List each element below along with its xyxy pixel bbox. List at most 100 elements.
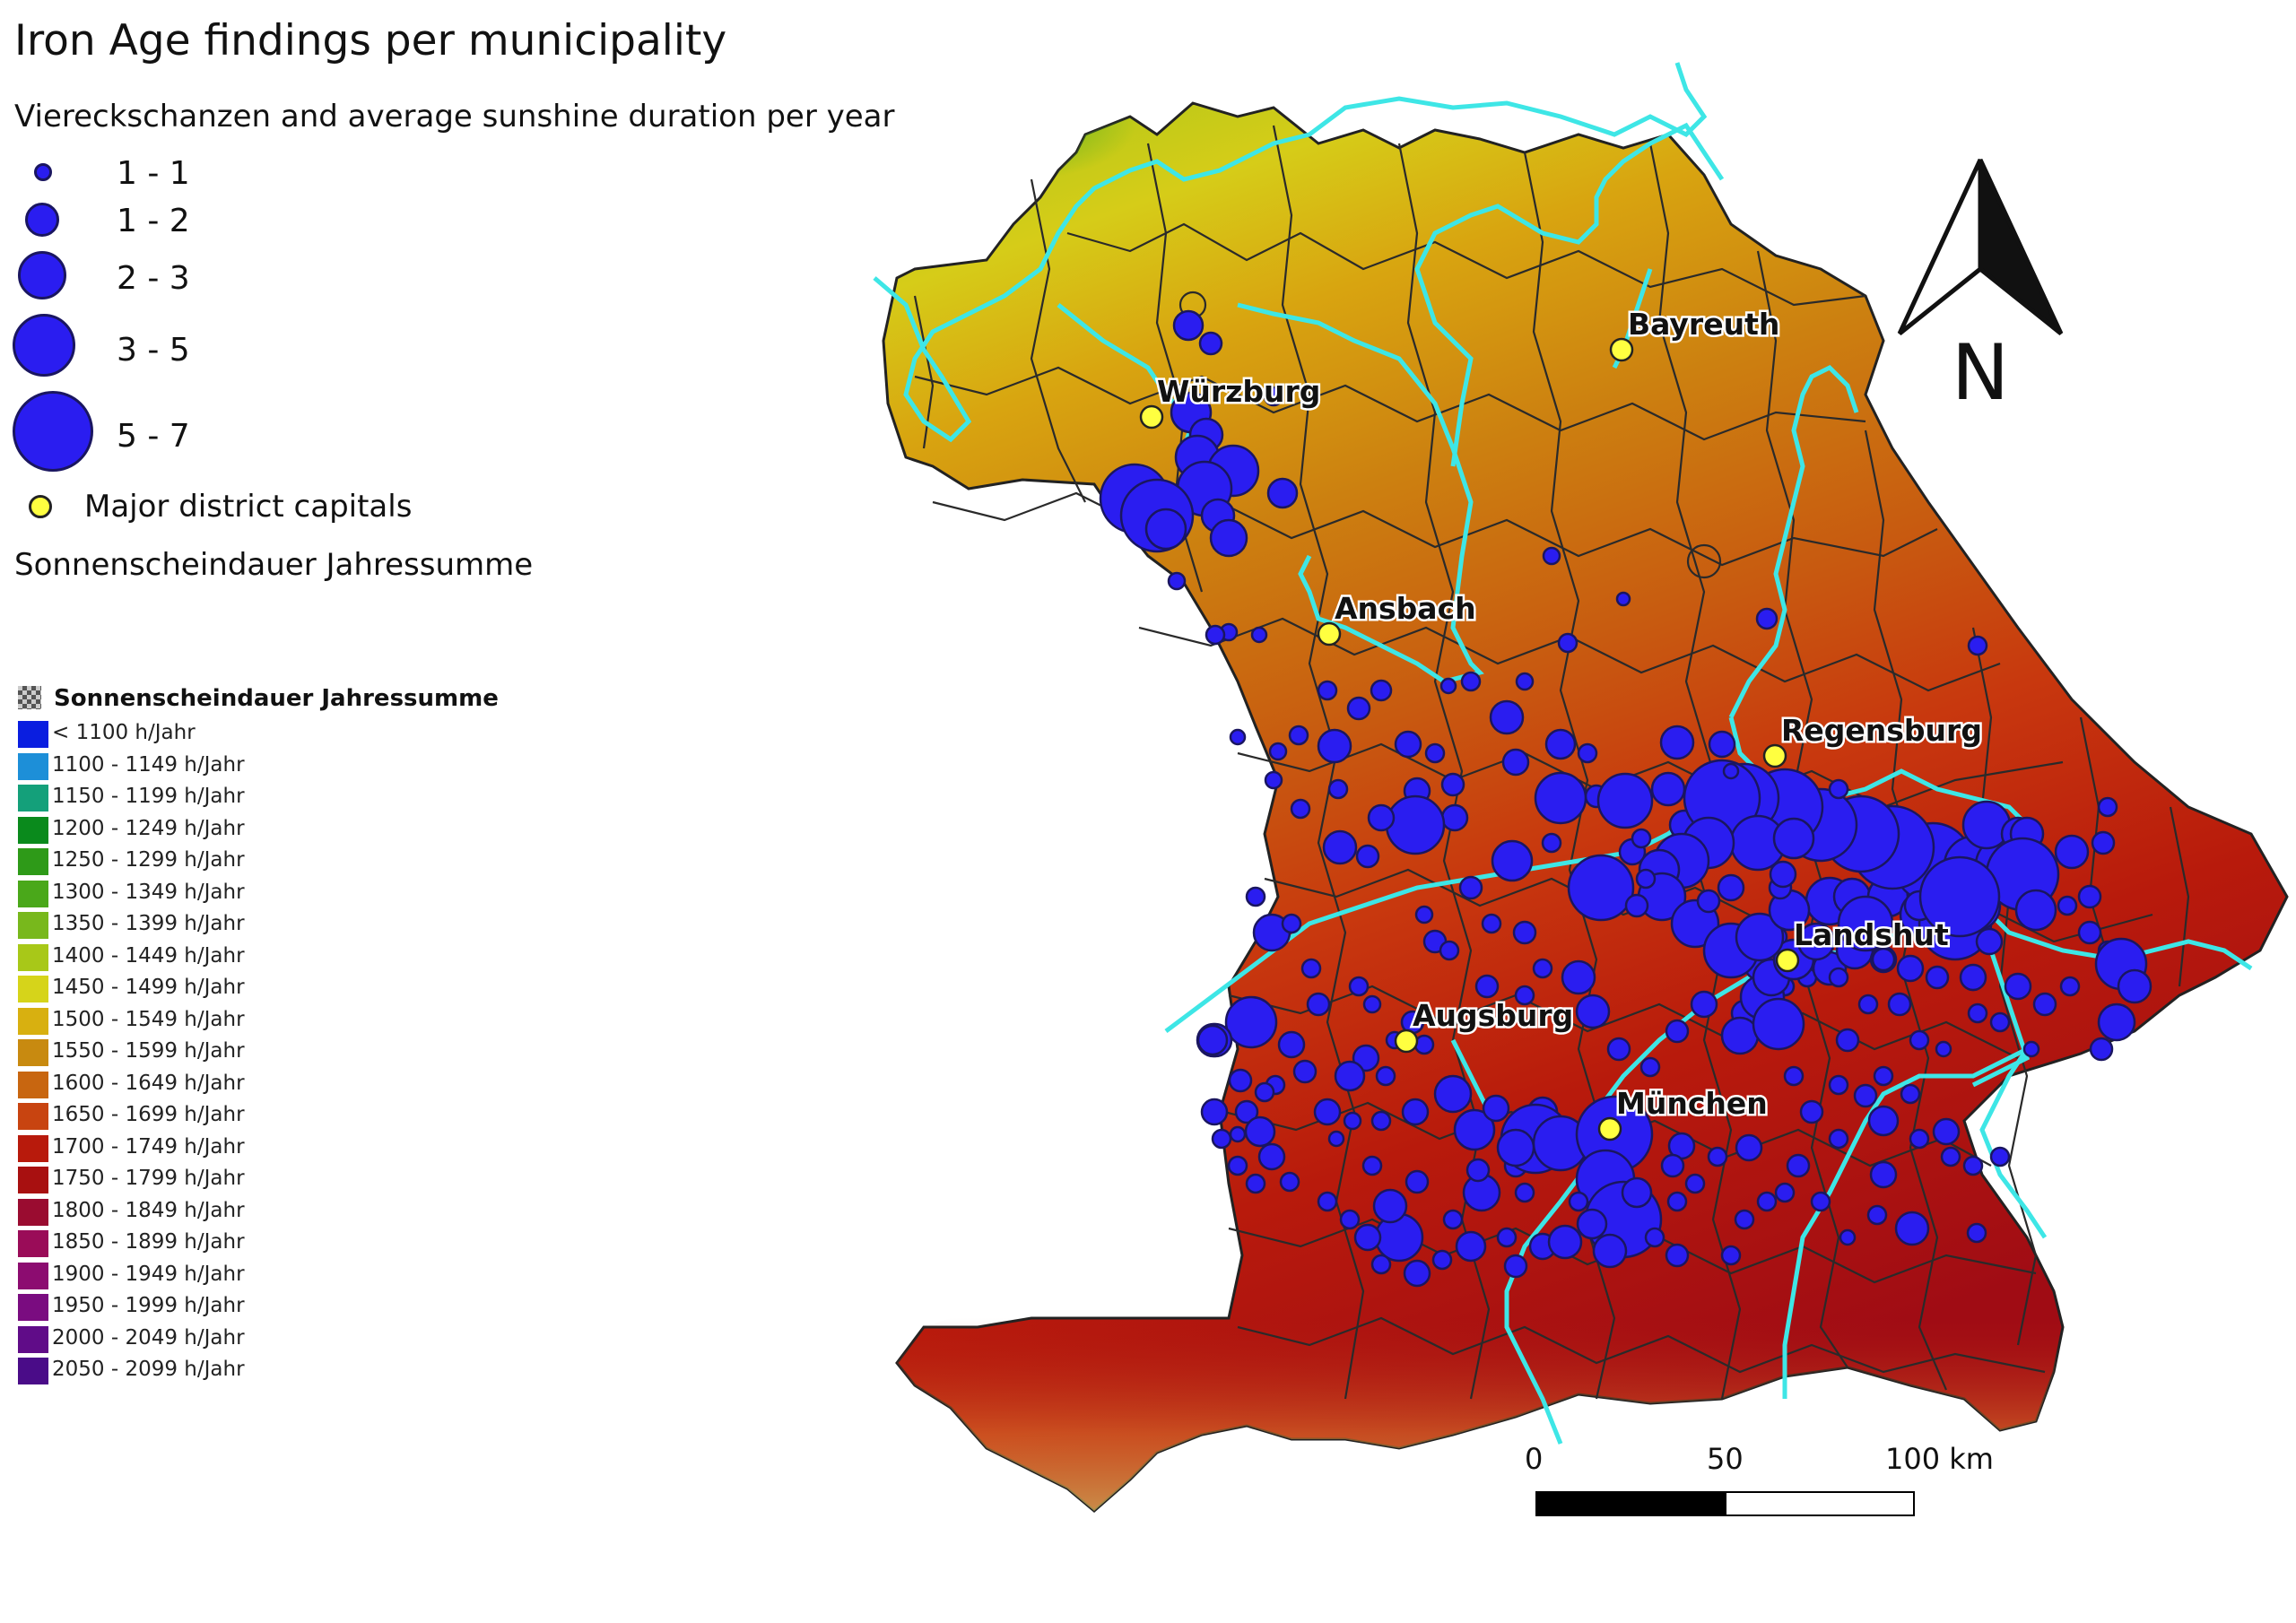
capital-label: Würzburg <box>1157 374 1320 409</box>
raster-swatch <box>18 816 48 844</box>
raster-legend-label: 1400 - 1449 h/Jahr <box>52 943 245 968</box>
size-legend-item: 3 - 5 <box>0 314 269 377</box>
raster-legend-row: 1150 - 1199 h/Jahr <box>18 783 484 812</box>
findings-layer <box>1099 309 2152 1288</box>
raster-swatch <box>18 1358 48 1384</box>
capital-munchen[interactable]: München <box>1597 1084 1770 1141</box>
capital-label: Ansbach <box>1335 591 1476 626</box>
raster-legend-row: 1550 - 1599 h/Jahr <box>18 1037 484 1066</box>
raster-legend-label: 1600 - 1649 h/Jahr <box>52 1071 245 1095</box>
raster-legend-row: 1300 - 1349 h/Jahr <box>18 879 484 907</box>
raster-legend-row: 1200 - 1249 h/Jahr <box>18 815 484 844</box>
size-circle-icon <box>18 251 66 299</box>
capital-dot-icon <box>29 495 52 518</box>
raster-swatch <box>18 943 48 971</box>
capital-legend-label: Major district capitals <box>84 489 413 525</box>
raster-legend-row: 1250 - 1299 h/Jahr <box>18 846 484 875</box>
raster-swatch <box>18 785 48 812</box>
findings-size-legend: 1 - 1 1 - 2 2 - 3 3 - 5 5 - 7 <box>0 135 269 529</box>
raster-layer-icon <box>18 686 41 709</box>
raster-swatch <box>18 1198 48 1226</box>
raster-swatch <box>18 752 48 780</box>
raster-legend-label: 1650 - 1699 h/Jahr <box>52 1103 245 1126</box>
map-title: Iron Age findings per municipality <box>14 16 727 65</box>
capital-landshut[interactable]: Landshut <box>1775 916 1952 973</box>
raster-legend-title: Sonnenscheindauer Jahressumme <box>18 685 499 712</box>
raster-legend-row: 1450 - 1499 h/Jahr <box>18 974 484 1002</box>
raster-swatch <box>18 721 48 748</box>
map-subtitle: Viereckschanzen and average sunshine dur… <box>14 99 895 135</box>
size-circle-icon <box>13 391 93 472</box>
size-legend-item: 5 - 7 <box>0 391 269 472</box>
raster-legend-label: 2050 - 2099 h/Jahr <box>52 1358 245 1381</box>
scale-bar <box>1535 1491 1915 1516</box>
scale-label-50: 50 <box>1707 1442 1744 1476</box>
size-legend-label: 5 - 7 <box>117 418 190 455</box>
raster-legend-row: 2000 - 2049 h/Jahr <box>18 1324 484 1353</box>
raster-legend-label: 1200 - 1249 h/Jahr <box>52 816 245 840</box>
scale-label-0: 0 <box>1525 1442 1544 1476</box>
raster-legend-row: 1750 - 1799 h/Jahr <box>18 1165 484 1193</box>
size-legend-label: 2 - 3 <box>117 260 190 297</box>
capital-label: München <box>1616 1086 1768 1121</box>
raster-legend-row: 1600 - 1649 h/Jahr <box>18 1070 484 1098</box>
north-label: N <box>1952 328 2009 418</box>
raster-legend-label: 1750 - 1799 h/Jahr <box>52 1167 245 1190</box>
size-legend-item: 2 - 3 <box>0 249 269 303</box>
capital-ansbach[interactable]: Ansbach <box>1317 589 1478 647</box>
raster-legend-row: 1650 - 1699 h/Jahr <box>18 1101 484 1130</box>
raster-legend-row: 1900 - 1949 h/Jahr <box>18 1261 484 1289</box>
raster-swatch <box>18 1294 48 1321</box>
raster-legend-row: 1100 - 1149 h/Jahr <box>18 751 484 780</box>
raster-legend-label: 1700 - 1749 h/Jahr <box>52 1134 245 1159</box>
raster-swatch <box>18 1325 48 1353</box>
alpine-region <box>897 1318 2063 1511</box>
raster-swatch <box>18 1103 48 1130</box>
raster-legend-label: 1450 - 1499 h/Jahr <box>52 976 245 999</box>
capital-bayreuth[interactable]: Bayreuth <box>1609 305 1782 362</box>
raster-swatch <box>18 848 48 875</box>
raster-legend-row: 1350 - 1399 h/Jahr <box>18 910 484 939</box>
capital-label: Bayreuth <box>1628 307 1779 342</box>
raster-legend-label: 1300 - 1349 h/Jahr <box>52 880 245 904</box>
raster-swatch <box>18 1039 48 1066</box>
northwest-highlands <box>915 103 1318 296</box>
raster-legend-label: 1800 - 1849 h/Jahr <box>52 1198 245 1222</box>
capital-augsburg[interactable]: Augsburg <box>1394 996 1576 1054</box>
raster-legend-row: 1850 - 1899 h/Jahr <box>18 1228 484 1257</box>
raster-layer-name: Sonnenscheindauer Jahressumme <box>14 547 534 583</box>
raster-legend-label: 1500 - 1549 h/Jahr <box>52 1007 245 1031</box>
size-legend-label: 1 - 1 <box>117 155 190 192</box>
capitals-layer: Würzburg Bayreuth Ansbach Regensburg Lan… <box>1139 305 1984 1141</box>
raster-swatch <box>18 1262 48 1289</box>
size-circle-icon <box>25 203 59 237</box>
raster-swatch <box>18 1007 48 1035</box>
raster-legend-label: 1950 - 1999 h/Jahr <box>52 1294 245 1317</box>
raster-legend-row: 1950 - 1999 h/Jahr <box>18 1292 484 1321</box>
raster-swatch <box>18 1230 48 1257</box>
capital-wurzburg[interactable]: Würzburg <box>1139 372 1323 430</box>
capital-label: Landshut <box>1794 917 1949 952</box>
raster-legend-label: 2000 - 2049 h/Jahr <box>52 1325 245 1350</box>
raster-legend-row: 2050 - 2099 h/Jahr <box>18 1356 484 1384</box>
raster-legend-label: 1150 - 1199 h/Jahr <box>52 785 245 808</box>
size-legend-item: 1 - 1 <box>0 148 269 202</box>
raster-legend-label: < 1100 h/Jahr <box>52 721 196 744</box>
raster-swatch <box>18 1167 48 1193</box>
bavaria-raster <box>882 101 2289 1513</box>
raster-legend-label: 1900 - 1949 h/Jahr <box>52 1262 245 1286</box>
raster-swatch <box>18 1071 48 1098</box>
raster-swatch <box>18 1134 48 1162</box>
raster-legend-row: 1700 - 1749 h/Jahr <box>18 1133 484 1162</box>
scale-label-100: 100 km <box>1885 1442 1994 1476</box>
raster-legend-label: 1250 - 1299 h/Jahr <box>52 848 245 872</box>
raster-swatch <box>18 976 48 1002</box>
raster-legend-row: 1400 - 1449 h/Jahr <box>18 942 484 971</box>
raster-legend-label: 1350 - 1399 h/Jahr <box>52 912 245 935</box>
capital-regensburg[interactable]: Regensburg <box>1762 711 1984 768</box>
raster-legend-label: 1850 - 1899 h/Jahr <box>52 1230 245 1254</box>
raster-legend-label: 1100 - 1149 h/Jahr <box>52 752 245 777</box>
raster-legend-label: 1550 - 1599 h/Jahr <box>52 1039 245 1063</box>
raster-legend-row: 1800 - 1849 h/Jahr <box>18 1197 484 1226</box>
raster-legend-row: < 1100 h/Jahr <box>18 719 484 748</box>
